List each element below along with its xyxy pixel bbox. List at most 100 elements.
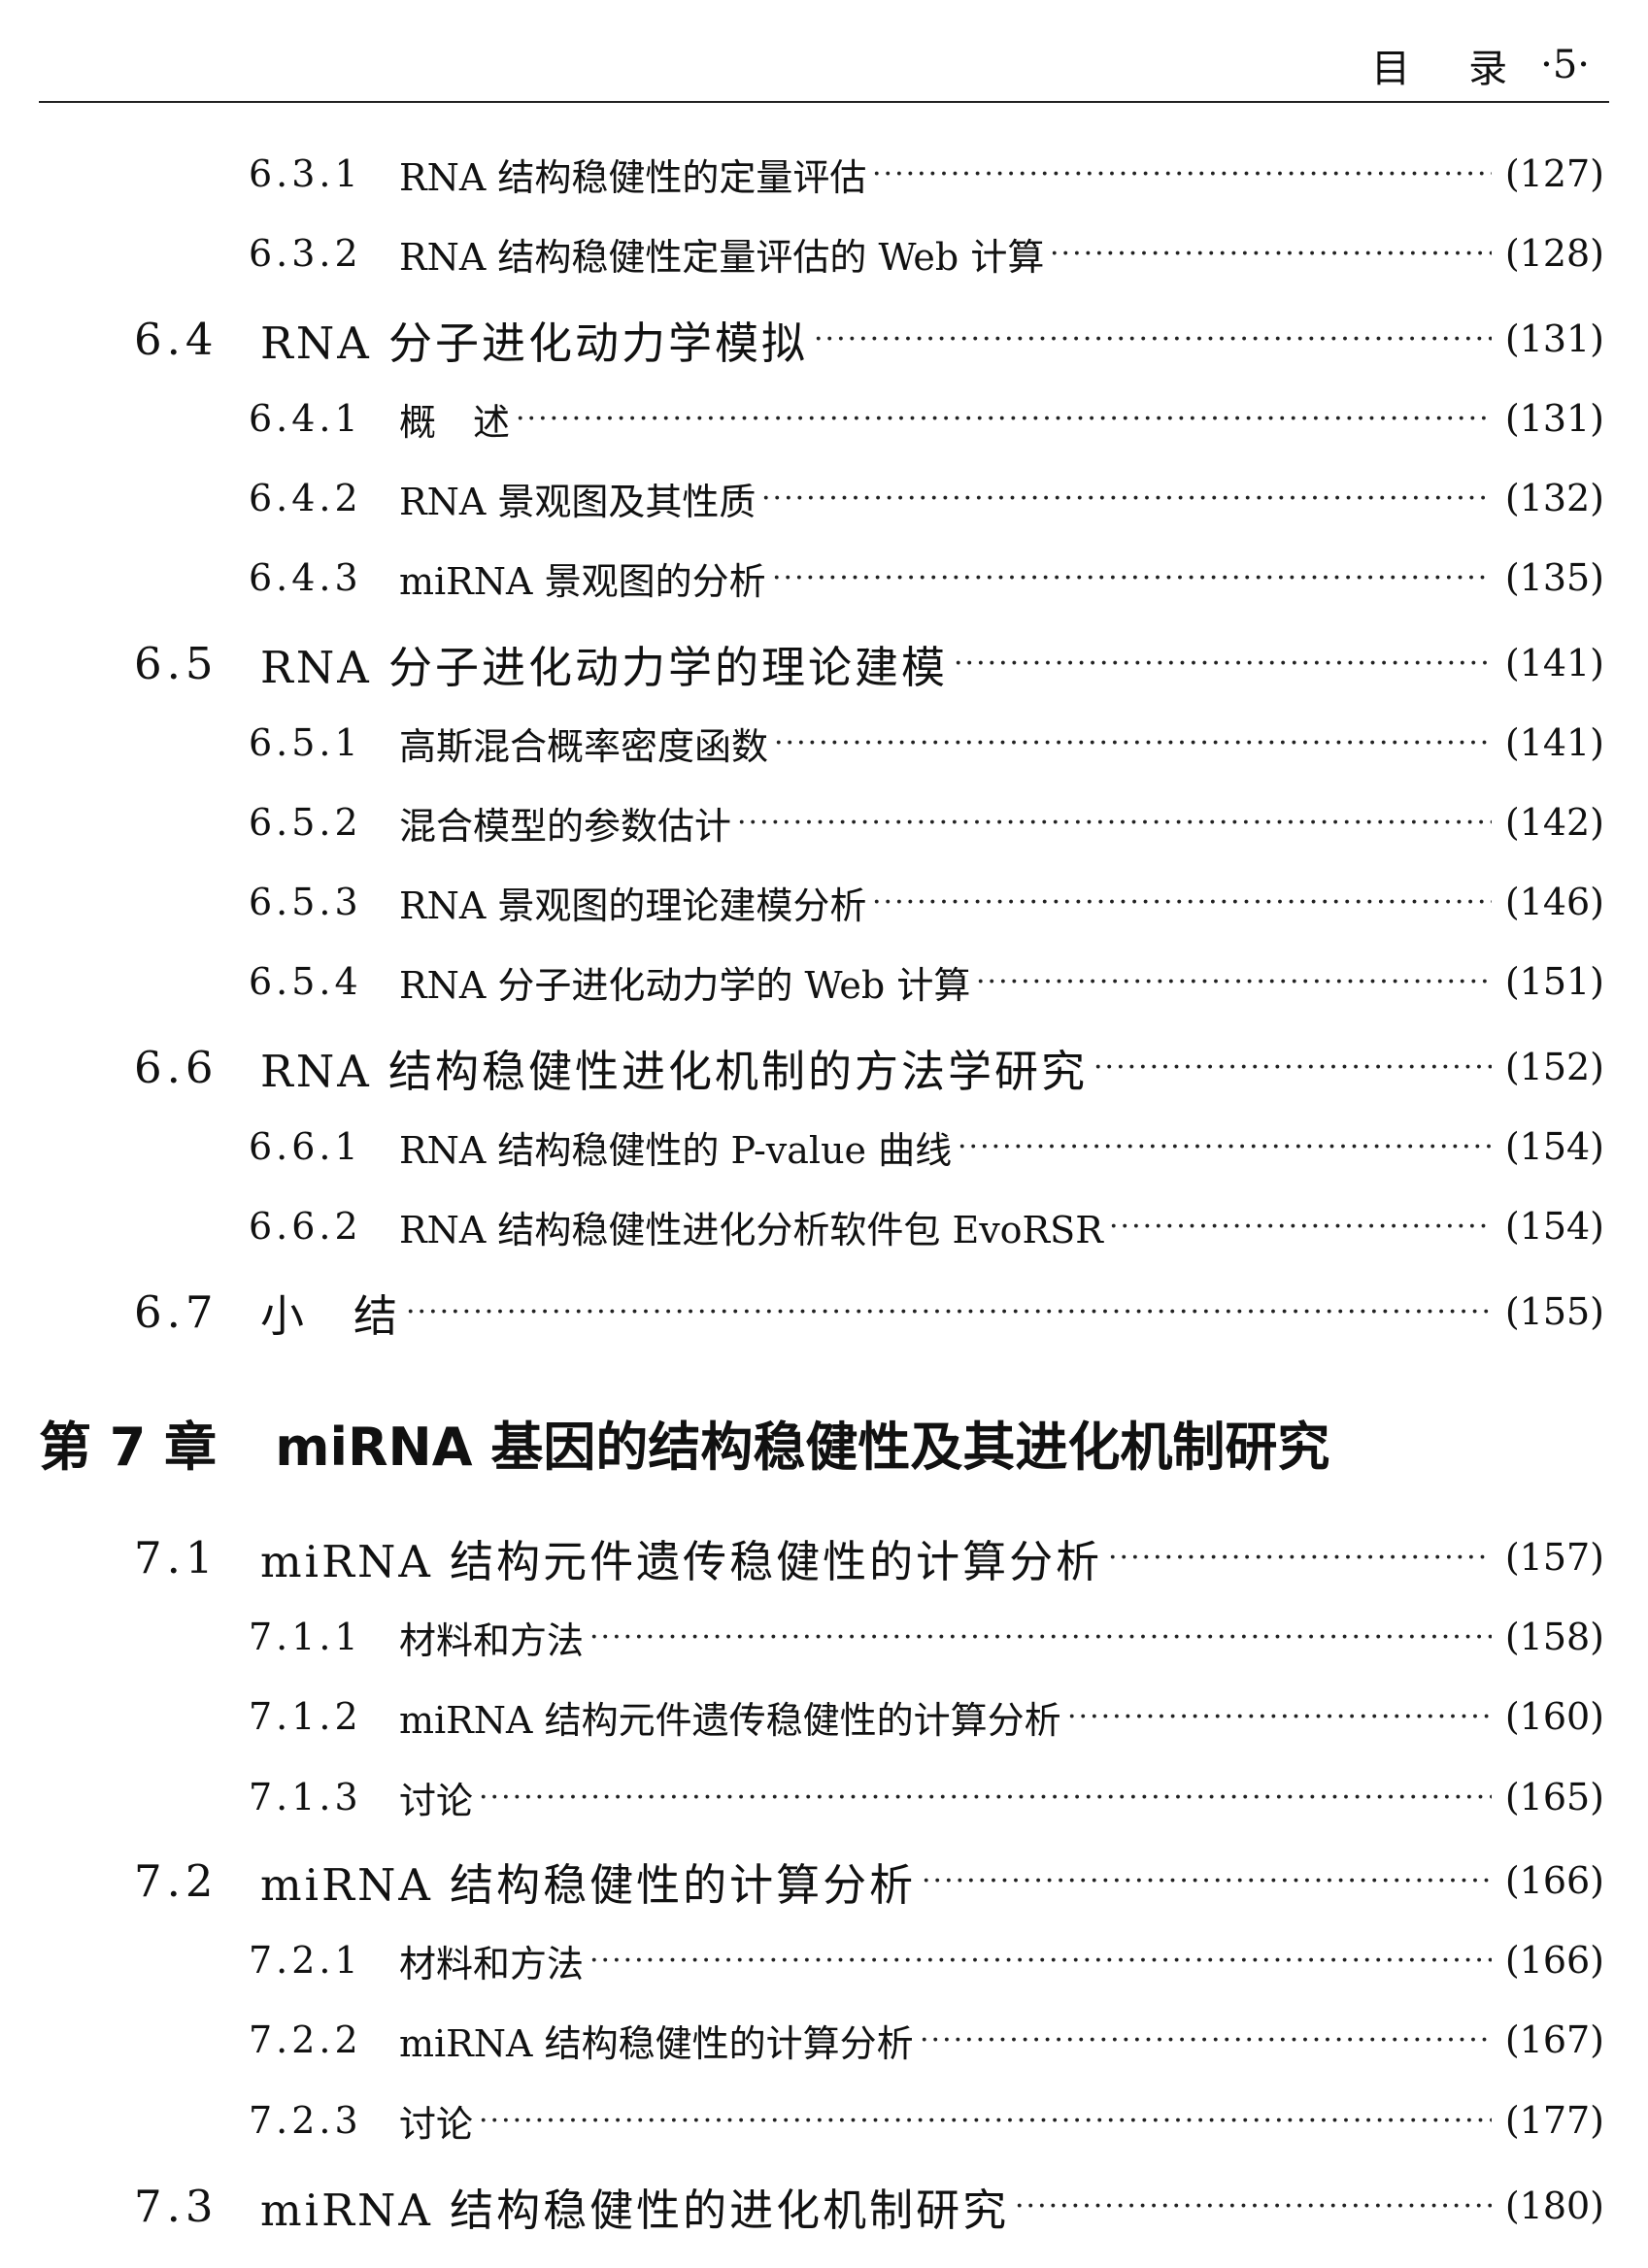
- dot-leader: ········································…: [406, 1294, 1492, 1329]
- entry-title: miRNA 结构元件遗传稳健性的计算分析: [260, 1535, 1103, 1587]
- toc-entry[interactable]: 6.7 小 结 ································…: [0, 1284, 1604, 1342]
- entry-title: RNA 景观图及其性质: [399, 480, 757, 523]
- entry-page: (127): [1504, 152, 1604, 195]
- entry-title: 讨论: [399, 1779, 474, 1822]
- header-char-2: 录: [1468, 47, 1508, 91]
- toc-entry[interactable]: 7.2.3 讨论 ·······························…: [0, 2096, 1604, 2146]
- entry-number: 7.2: [134, 1854, 219, 1907]
- entry-number: 6.3.1: [249, 152, 362, 195]
- entry-number: 7.1.2: [249, 1695, 362, 1738]
- toc-entry[interactable]: 7.2.2 miRNA 结构稳健性的计算分析 ·················…: [0, 2016, 1604, 2065]
- entry-page: (167): [1504, 2018, 1604, 2061]
- toc-entry[interactable]: 7.3 miRNA 结构稳健性的进化机制研究 ·················…: [0, 2179, 1604, 2236]
- header-char-1: 目: [1371, 47, 1411, 91]
- toc-entry[interactable]: 6.3.1 RNA 结构稳健性的定量评估 ···················…: [0, 150, 1604, 199]
- toc-entry[interactable]: 7.1.3 讨论 ·······························…: [0, 1773, 1604, 1822]
- entry-number: 6.3.2: [249, 232, 362, 275]
- dot-leader: ········································…: [1050, 236, 1492, 271]
- dot-leader: ········································…: [774, 725, 1492, 760]
- dot-leader: ········································…: [872, 156, 1492, 191]
- toc-entry[interactable]: 6.4 RNA 分子进化动力学模拟 ······················…: [0, 312, 1604, 369]
- entry-title: RNA 结构稳健性进化分析软件包 EvoRSR: [399, 1208, 1103, 1251]
- toc-entry[interactable]: 7.2.1 材料和方法 ····························…: [0, 1936, 1604, 1985]
- toc-entry[interactable]: 6.4.3 miRNA 景观图的分析 ·····················…: [0, 553, 1604, 603]
- entry-page: (142): [1504, 801, 1604, 844]
- toc-entry[interactable]: 6.5.3 RNA 景观图的理论建模分析 ···················…: [0, 878, 1604, 927]
- entry-number: 6.4: [134, 313, 219, 365]
- entry-title: miRNA 结构稳健性的进化机制研究: [260, 2184, 1010, 2236]
- entry-page: (151): [1504, 960, 1604, 1003]
- entry-page: (160): [1504, 1695, 1604, 1738]
- entry-title: RNA 结构稳健性的定量评估: [399, 155, 867, 199]
- entry-page: (154): [1504, 1205, 1604, 1248]
- entry-page: (135): [1504, 556, 1604, 599]
- dot-leader: ········································…: [761, 481, 1492, 516]
- toc-entry[interactable]: 6.6.1 RNA 结构稳健性的 P-value 曲线 ············…: [0, 1122, 1604, 1172]
- entry-title: 高斯混合概率密度函数: [399, 724, 769, 768]
- dot-leader: ········································…: [589, 1943, 1492, 1978]
- entry-number: 6.4.1: [249, 397, 362, 440]
- chapter-title: miRNA 基因的结构稳健性及其进化机制研究: [275, 1417, 1330, 1478]
- entry-page: (152): [1504, 1046, 1604, 1088]
- toc-entry[interactable]: 6.6 RNA 结构稳健性进化机制的方法学研究 ················…: [0, 1040, 1604, 1097]
- toc-entry[interactable]: 6.5.2 混合模型的参数估计 ························…: [0, 798, 1604, 848]
- dot-leader: ········································…: [516, 401, 1492, 436]
- toc-entry[interactable]: 6.5.4 RNA 分子进化动力学的 Web 计算 ··············…: [0, 957, 1604, 1007]
- dot-leader: ········································…: [1093, 1050, 1492, 1084]
- entry-page: (132): [1504, 477, 1604, 519]
- entry-page: (131): [1504, 397, 1604, 440]
- header-rule: [39, 101, 1609, 103]
- entry-page: (180): [1504, 2185, 1604, 2227]
- entry-page: (141): [1504, 721, 1604, 764]
- entry-title: miRNA 结构稳健性的计算分析: [260, 1858, 917, 1911]
- toc-entry[interactable]: 7.2 miRNA 结构稳健性的计算分析 ···················…: [0, 1853, 1604, 1911]
- entry-title: miRNA 结构元件遗传稳健性的计算分析: [399, 1698, 1061, 1742]
- entry-title: 混合模型的参数估计: [399, 804, 732, 848]
- entry-page: (166): [1504, 1939, 1604, 1982]
- entry-number: 6.5.4: [249, 960, 362, 1003]
- entry-number: 7.1.3: [249, 1776, 362, 1818]
- dot-leader: ········································…: [976, 964, 1492, 999]
- entry-page: (166): [1504, 1859, 1604, 1902]
- entry-page: (154): [1504, 1125, 1604, 1168]
- dot-leader: ········································…: [872, 884, 1492, 919]
- entry-page: (177): [1504, 2099, 1604, 2142]
- dot-leader: ········································…: [1015, 2188, 1492, 2223]
- entry-title: 讨论: [399, 2102, 474, 2146]
- entry-number: 6.4.2: [249, 477, 362, 519]
- entry-title: RNA 分子进化动力学的 Web 计算: [399, 963, 971, 1007]
- entry-page: (158): [1504, 1616, 1604, 1658]
- toc-entry[interactable]: 6.5.1 高斯混合概率密度函数 ·······················…: [0, 718, 1604, 768]
- toc-entry[interactable]: 7.1.2 miRNA 结构元件遗传稳健性的计算分析 ·············…: [0, 1692, 1604, 1742]
- entry-number: 7.2.1: [249, 1939, 362, 1982]
- dot-leader: ········································…: [954, 646, 1492, 681]
- dot-leader: ········································…: [1109, 1209, 1492, 1244]
- entry-title: RNA 分子进化动力学模拟: [260, 317, 809, 369]
- toc-entry[interactable]: 6.4.1 概 述 ······························…: [0, 394, 1604, 444]
- dot-leader: ········································…: [920, 2022, 1492, 2057]
- entry-title: RNA 结构稳健性进化机制的方法学研究: [260, 1045, 1089, 1097]
- entry-title: 概 述: [399, 400, 511, 444]
- toc-entry[interactable]: 7.1 miRNA 结构元件遗传稳健性的计算分析 ···············…: [0, 1530, 1604, 1587]
- entry-number: 6.5.1: [249, 721, 362, 764]
- dot-leader: ········································…: [958, 1129, 1492, 1164]
- toc-entry[interactable]: 7.1.1 材料和方法 ····························…: [0, 1613, 1604, 1662]
- entry-number: 7.2.2: [249, 2018, 362, 2061]
- entry-number: 6.5: [134, 637, 219, 689]
- toc-entry[interactable]: 6.3.2 RNA 结构稳健性定量评估的 Web 计算 ············…: [0, 229, 1604, 279]
- entry-title: RNA 结构稳健性的 P-value 曲线: [399, 1128, 953, 1172]
- chapter-number: 第 7 章: [39, 1417, 218, 1478]
- entry-title: RNA 分子进化动力学的理论建模: [260, 641, 949, 693]
- dot-leader: ········································…: [1108, 1540, 1492, 1575]
- entry-title: RNA 景观图的理论建模分析: [399, 884, 867, 927]
- entry-title: RNA 结构稳健性定量评估的 Web 计算: [399, 235, 1045, 279]
- toc-entry[interactable]: 6.4.2 RNA 景观图及其性质 ······················…: [0, 474, 1604, 523]
- toc-entry[interactable]: 6.5 RNA 分子进化动力学的理论建模 ···················…: [0, 636, 1604, 693]
- entry-number: 6.4.3: [249, 556, 362, 599]
- entry-number: 7.1.1: [249, 1616, 362, 1658]
- entry-number: 6.7: [134, 1285, 219, 1338]
- entry-number: 6.5.2: [249, 801, 362, 844]
- toc-entry[interactable]: 6.6.2 RNA 结构稳健性进化分析软件包 EvoRSR ··········…: [0, 1202, 1604, 1251]
- dot-leader: ········································…: [479, 1780, 1492, 1815]
- entry-page: (157): [1504, 1536, 1604, 1579]
